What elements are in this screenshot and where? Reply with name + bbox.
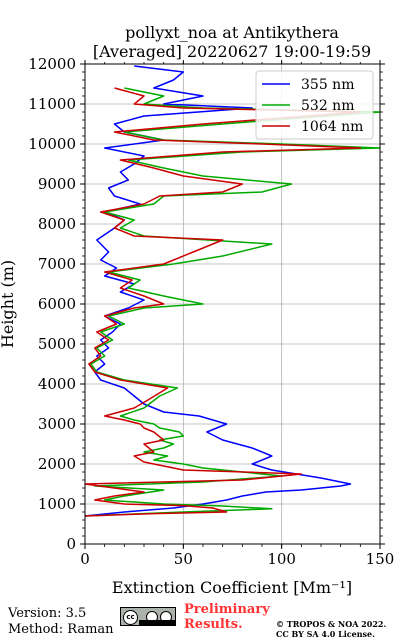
y-axis-label: Height (m) [0, 260, 17, 348]
y-tick-label: 1000 [38, 495, 76, 513]
y-tick-label: 9000 [38, 175, 76, 193]
copyright-line1: © TROPOS & NOA 2022. [276, 619, 387, 629]
axis-ticks: 0 50 100 150 0 1000 2000 3000 4000 5000 6000 7000 80… [28, 55, 394, 568]
prelim-line1: Preliminary [184, 602, 270, 617]
version-method-text: Version: 3.5 Method: Raman [8, 606, 114, 638]
y-tick-label: 8000 [38, 215, 76, 233]
badge-strip [139, 620, 175, 625]
copyright-text: © TROPOS & NOA 2022. CC BY SA 4.0 Licens… [276, 619, 386, 639]
chart-title-line2: [Averaged] 20220627 19:00-19:59 [93, 42, 371, 61]
cc-icon: cc [123, 610, 138, 625]
legend-label: 355 nm [301, 77, 354, 93]
x-tick-label: 0 [80, 550, 90, 568]
x-axis-label: Extinction Coefficient [Mm⁻¹] [112, 578, 352, 597]
y-tick-label: 12000 [28, 55, 76, 73]
legend-label: 1064 nm [301, 119, 363, 135]
y-tick-label: 10000 [28, 135, 76, 153]
y-tick-label: 6000 [38, 295, 76, 313]
copyright-line2: CC BY SA 4.0 License. [276, 629, 375, 639]
y-tick-label: 2000 [38, 455, 76, 473]
data-series-group [84, 65, 381, 517]
prelim-line2: Results. [184, 617, 243, 632]
y-tick-label: 3000 [38, 415, 76, 433]
legend: 355 nm 532 nm 1064 nm [255, 70, 374, 140]
x-tick-label: 100 [267, 550, 296, 568]
version-line: Version: 3.5 [8, 606, 87, 621]
preliminary-results-text: Preliminary Results. [184, 602, 270, 632]
y-tick-label: 4000 [38, 375, 76, 393]
method-line: Method: Raman [8, 622, 114, 637]
x-tick-label: 150 [366, 550, 395, 568]
y-tick-label: 11000 [28, 95, 76, 113]
series-line-532-nm [84, 87, 381, 517]
cc-license-badge-icon: cc [120, 607, 176, 626]
series-line-1064-nm [84, 87, 362, 517]
chart-title-line1: pollyxt_noa at Antikythera [125, 23, 339, 42]
x-tick-label: 50 [174, 550, 193, 568]
y-tick-label: 0 [66, 535, 76, 553]
legend-label: 532 nm [301, 98, 354, 114]
y-tick-label: 7000 [38, 255, 76, 273]
legend-box [255, 70, 374, 140]
y-tick-label: 5000 [38, 335, 76, 353]
